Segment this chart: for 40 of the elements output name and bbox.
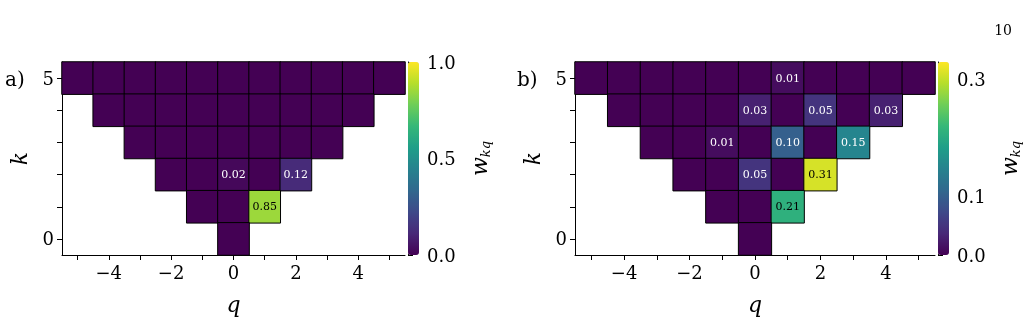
y-tick-label: 5 <box>42 67 54 89</box>
data-label: 0.10 <box>775 135 800 149</box>
x-axis-title: q <box>226 291 241 317</box>
color-bar-title: wkq <box>467 140 493 177</box>
data-label: 0.01 <box>775 71 800 85</box>
y-tick-label: 5 <box>555 67 567 89</box>
color-bar-label: 1.0 <box>427 51 456 73</box>
data-label: 0.85 <box>252 200 277 214</box>
x-tick-label: 0 <box>227 261 240 283</box>
data-label: 0.01 <box>710 135 735 149</box>
data-label: 0.05 <box>742 168 768 182</box>
x-tick-label: 2 <box>814 261 827 283</box>
chart-title: b) <box>517 67 538 91</box>
x-tick-label: −4 <box>95 261 123 283</box>
color-bar-label: 0.0 <box>957 244 986 266</box>
x-axis-title: q <box>747 291 763 317</box>
x-tick-label: −2 <box>676 261 703 283</box>
y-axis-title: k <box>519 151 545 166</box>
color-bar-title: wkq <box>997 140 1023 177</box>
data-label: 0.15 <box>840 135 866 149</box>
data-label: 0.21 <box>775 200 800 214</box>
color-bar-label: 0.5 <box>427 148 456 169</box>
x-tick-label: 2 <box>290 261 302 283</box>
x-tick-label: −4 <box>610 261 638 283</box>
data-label: 0.02 <box>221 168 246 182</box>
chart-title: a) <box>5 67 25 91</box>
x-tick-label: 4 <box>352 261 364 283</box>
data-label: 0.31 <box>808 168 833 182</box>
color-bar-label: 0.0 <box>427 244 456 266</box>
data-label: 0.03 <box>742 103 768 117</box>
x-tick-label: 4 <box>880 261 892 283</box>
data-label: 0.03 <box>873 103 899 117</box>
x-tick-label: 0 <box>749 261 761 283</box>
color-bar-label: 0.3 <box>957 69 986 91</box>
x-tick-label: −2 <box>157 261 185 283</box>
data-label: 0.05 <box>808 103 833 117</box>
text: 10 <box>994 22 1012 38</box>
data-label: 0.12 <box>283 168 309 182</box>
color-bar-label: 0.1 <box>957 186 986 208</box>
y-axis-title: k <box>6 151 32 166</box>
